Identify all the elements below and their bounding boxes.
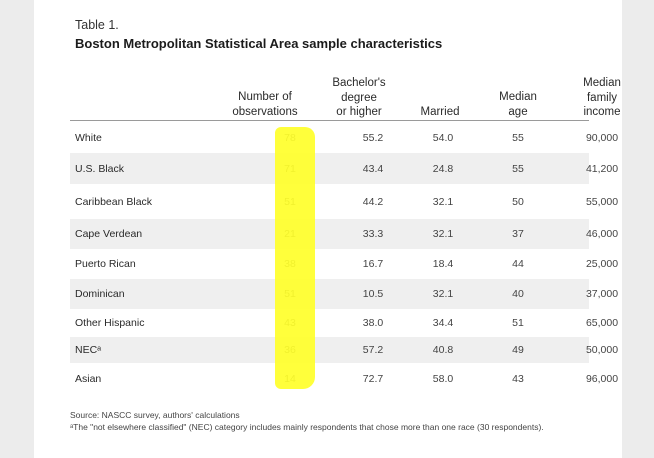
cell-married: 34.4 xyxy=(432,317,454,329)
cell-median-income: 37,000 xyxy=(585,288,619,300)
table-row-other-hispanic: Other Hispanic 43 38.0 34.4 51 65,000 xyxy=(70,309,618,337)
cell-bachelors: 57.2 xyxy=(362,344,384,356)
header-bachelors: Bachelor's degree or higher xyxy=(315,76,403,120)
header-bachelors-line-2: degree xyxy=(341,91,377,104)
cell-bachelors: 55.2 xyxy=(362,132,384,144)
cell-median-income: 46,000 xyxy=(585,228,619,240)
table-row-asian: Asian 14 72.7 58.0 43 96,000 xyxy=(70,363,618,394)
cell-bachelors: 44.2 xyxy=(362,195,384,208)
document-page: Table 1. Boston Metropolitan Statistical… xyxy=(34,0,622,458)
cell-married: 40.8 xyxy=(432,344,454,356)
header-median-income-line-3: income xyxy=(583,106,621,118)
header-divider xyxy=(70,120,589,121)
cell-married: 32.1 xyxy=(432,228,454,240)
header-median-income-line-2: family xyxy=(586,91,618,104)
table-row-nec: NECᵃ 36 57.2 40.8 49 50,000 xyxy=(70,337,618,363)
cell-median-income: 96,000 xyxy=(585,372,619,385)
cell-married: 32.1 xyxy=(432,288,454,300)
cell-bachelors: 33.3 xyxy=(362,228,384,240)
cell-median-income: 50,000 xyxy=(585,344,619,356)
cell-median-age: 55 xyxy=(512,162,524,175)
cell-married: 18.4 xyxy=(432,258,454,270)
cell-median-income: 90,000 xyxy=(585,132,619,144)
header-median-age: Median age xyxy=(483,90,553,119)
header-observations-line-2: observations xyxy=(232,105,298,118)
cell-bachelors: 10.5 xyxy=(362,288,384,300)
cell-bachelors: 16.7 xyxy=(362,258,384,270)
table-label: Table 1. xyxy=(75,18,119,32)
row-label: Puerto Rican xyxy=(75,258,136,270)
row-label: Caribbean Black xyxy=(75,195,153,208)
row-label: NECᵃ xyxy=(75,344,102,356)
header-median-income-line-1: Median xyxy=(583,77,621,89)
row-label: Dominican xyxy=(75,288,125,300)
cell-median-age: 50 xyxy=(512,195,524,208)
table-row-cape-verdean: Cape Verdean 21 33.3 32.1 37 46,000 xyxy=(70,219,618,249)
cell-median-age: 37 xyxy=(512,228,524,240)
cell-bachelors: 38.0 xyxy=(362,317,384,329)
header-bachelors-line-3: or higher xyxy=(336,106,382,118)
row-label: Cape Verdean xyxy=(75,228,143,240)
cell-median-income: 65,000 xyxy=(585,317,619,329)
table-row-puerto-rican: Puerto Rican 38 16.7 18.4 44 25,000 xyxy=(70,249,618,279)
header-observations-line-1: Number of xyxy=(238,91,292,103)
table-row-caribbean-black: Caribbean Black 51 44.2 32.1 50 55,000 xyxy=(70,184,618,219)
row-label: Asian xyxy=(75,372,102,385)
nec-footnote: ᵃThe "not elsewhere classified" (NEC) ca… xyxy=(70,422,544,432)
highlighter-annotation xyxy=(275,127,315,389)
cell-median-income: 55,000 xyxy=(585,195,619,208)
header-observations: Number of observations xyxy=(220,90,310,119)
cell-married: 32.1 xyxy=(432,195,454,208)
table-row-dominican: Dominican 51 10.5 32.1 40 37,000 xyxy=(70,279,618,309)
cell-married: 58.0 xyxy=(432,372,454,385)
header-median-age-line-2: age xyxy=(508,105,528,118)
header-married: Married xyxy=(402,105,478,120)
source-footnote: Source: NASCC survey, authors' calculati… xyxy=(70,410,240,420)
header-bachelors-line-1: Bachelor's xyxy=(332,77,386,89)
header-median-age-line-1: Median xyxy=(499,91,537,103)
row-label: White xyxy=(75,132,102,144)
cell-median-age: 44 xyxy=(512,258,524,270)
cell-married: 24.8 xyxy=(432,162,454,175)
cell-married: 54.0 xyxy=(432,132,454,144)
table-title: Boston Metropolitan Statistical Area sam… xyxy=(75,36,443,51)
row-label: Other Hispanic xyxy=(75,317,145,329)
cell-median-age: 49 xyxy=(512,344,524,356)
cell-median-income: 25,000 xyxy=(585,258,619,270)
header-median-income: Median family income xyxy=(563,76,641,120)
table-row-us-black: U.S. Black 71 43.4 24.8 55 41,200 xyxy=(70,153,618,184)
cell-median-age: 55 xyxy=(512,132,524,144)
header-married-line-1: Married xyxy=(420,106,460,118)
table-row-white: White 78 55.2 54.0 55 90,000 xyxy=(70,123,618,153)
cell-bachelors: 43.4 xyxy=(362,162,384,175)
row-label: U.S. Black xyxy=(75,162,125,175)
cell-bachelors: 72.7 xyxy=(362,372,384,385)
cell-median-age: 43 xyxy=(512,372,524,385)
cell-median-income: 41,200 xyxy=(585,162,619,175)
cell-median-age: 51 xyxy=(512,317,524,329)
cell-median-age: 40 xyxy=(512,288,524,300)
